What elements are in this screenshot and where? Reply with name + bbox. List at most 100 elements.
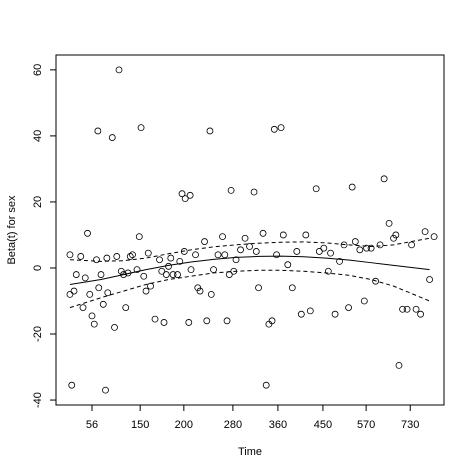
- point: [315, 248, 323, 255]
- point: [210, 266, 217, 274]
- point: [111, 324, 118, 331]
- y-axis-label: Beta(t) for sex: [6, 195, 18, 265]
- point: [84, 229, 91, 237]
- point: [223, 317, 231, 325]
- point: [380, 175, 388, 183]
- point: [277, 124, 285, 132]
- x-tick-label: 200: [175, 419, 193, 431]
- point: [120, 271, 127, 278]
- point: [147, 282, 154, 290]
- point: [68, 381, 76, 389]
- point: [430, 233, 438, 241]
- point: [81, 274, 89, 282]
- point: [196, 287, 204, 295]
- point: [312, 185, 320, 193]
- point: [142, 287, 150, 295]
- point: [126, 253, 134, 260]
- x-tick-label: 56: [86, 419, 98, 431]
- point: [88, 312, 96, 320]
- point: [133, 266, 141, 274]
- point: [284, 261, 292, 269]
- point: [165, 262, 172, 270]
- point: [176, 257, 184, 265]
- point: [156, 256, 163, 264]
- point: [403, 305, 411, 313]
- point: [186, 191, 194, 199]
- point: [192, 251, 199, 259]
- point: [79, 304, 87, 311]
- point: [206, 127, 214, 135]
- point: [90, 320, 98, 328]
- point: [169, 271, 177, 278]
- point: [306, 307, 314, 315]
- x-tick-label: 730: [401, 419, 419, 431]
- point: [345, 304, 352, 311]
- point: [108, 134, 116, 141]
- point: [241, 234, 249, 242]
- point: [336, 257, 343, 265]
- point: [122, 304, 130, 311]
- point: [351, 238, 359, 245]
- point: [203, 317, 211, 325]
- point: [246, 243, 253, 250]
- point: [255, 284, 262, 292]
- point: [356, 246, 364, 254]
- point: [399, 305, 406, 313]
- point: [72, 271, 80, 278]
- point: [372, 277, 379, 285]
- x-tick-label: 150: [131, 419, 149, 431]
- x-axis-label: Time: [238, 446, 262, 458]
- point: [250, 188, 258, 196]
- point: [207, 290, 215, 298]
- point: [102, 386, 109, 394]
- point: [232, 256, 240, 264]
- point: [144, 249, 152, 257]
- y-tick-label: -40: [32, 392, 44, 408]
- point: [201, 238, 208, 245]
- point: [94, 127, 102, 135]
- point: [95, 284, 103, 292]
- upper-band: [69, 237, 430, 262]
- x-tick-label: 450: [314, 419, 332, 431]
- point: [104, 289, 112, 297]
- point: [320, 244, 328, 252]
- point: [252, 248, 260, 255]
- plot-frame: [55, 54, 445, 406]
- point: [392, 231, 400, 239]
- point: [348, 183, 356, 191]
- point: [360, 297, 368, 305]
- point: [160, 319, 168, 326]
- point: [268, 317, 276, 325]
- x-tick-label: 570: [357, 419, 375, 431]
- point: [66, 290, 74, 298]
- point: [151, 315, 159, 323]
- point: [115, 66, 123, 74]
- point: [293, 248, 301, 255]
- point: [140, 272, 148, 280]
- point: [324, 267, 332, 275]
- point: [408, 241, 415, 249]
- point: [77, 253, 85, 260]
- y-tick-label: 0: [32, 265, 44, 271]
- x-tick-label: 280: [224, 419, 242, 431]
- point: [426, 276, 433, 283]
- point: [97, 271, 105, 278]
- point: [327, 249, 334, 257]
- point: [363, 244, 370, 252]
- point: [367, 244, 375, 252]
- point: [259, 229, 267, 237]
- point: [99, 300, 107, 308]
- point: [221, 251, 229, 259]
- point: [376, 241, 384, 249]
- point: [219, 233, 226, 241]
- point: [262, 381, 270, 389]
- point: [385, 219, 393, 227]
- point: [395, 361, 403, 369]
- point: [412, 305, 420, 313]
- point: [135, 233, 143, 241]
- point: [174, 271, 181, 278]
- x-tick-label: 360: [269, 419, 287, 431]
- y-tick-label: 40: [32, 130, 44, 142]
- point: [129, 251, 136, 259]
